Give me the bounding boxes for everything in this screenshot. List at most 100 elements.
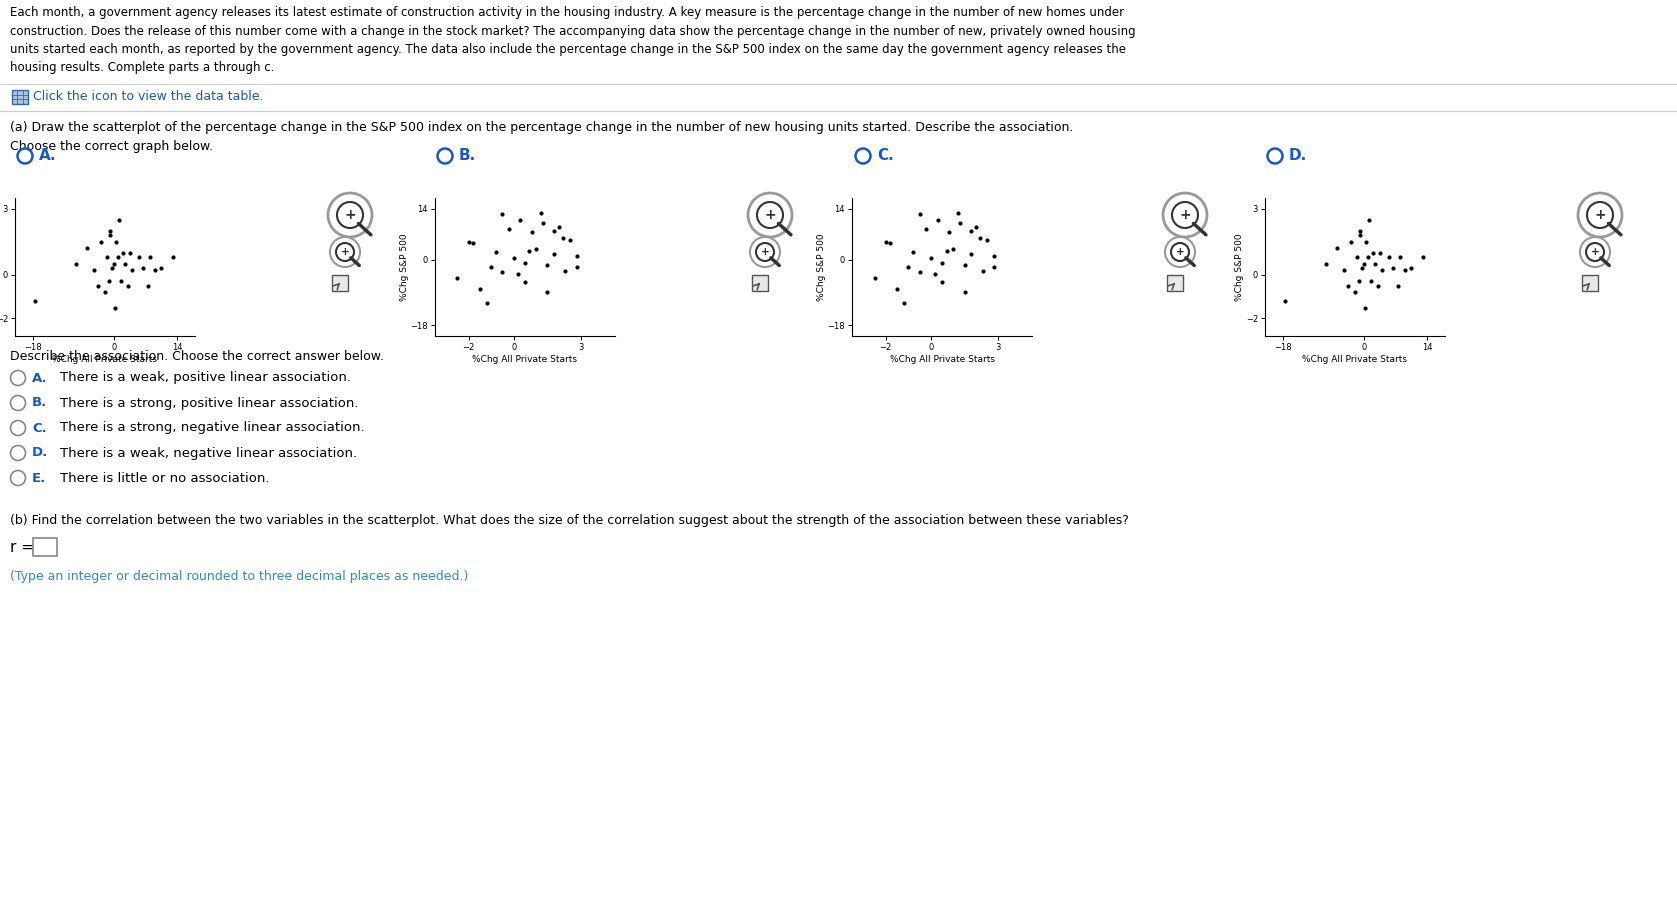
Point [104, 250, 131, 264]
Point [87, 235, 114, 250]
Point [74, 241, 101, 256]
Circle shape [855, 148, 870, 164]
Circle shape [329, 193, 372, 237]
Point [542, 223, 569, 238]
Point [944, 206, 971, 220]
Circle shape [438, 148, 453, 164]
Point [1375, 250, 1402, 264]
Circle shape [1164, 193, 1207, 237]
Text: A.: A. [39, 148, 57, 164]
Point [97, 228, 124, 242]
Text: There is a strong, negative linear association.: There is a strong, negative linear assoc… [60, 421, 364, 434]
X-axis label: %Chg All Private Starts: %Chg All Private Starts [889, 355, 994, 364]
Point [929, 274, 956, 289]
Circle shape [1166, 237, 1196, 267]
Text: +: + [1595, 208, 1607, 222]
FancyBboxPatch shape [1167, 275, 1182, 291]
Point [1352, 300, 1378, 314]
Point [552, 263, 579, 278]
Text: Click the icon to view the data table.: Click the icon to view the data table. [34, 90, 263, 102]
Point [1348, 260, 1375, 275]
Text: E.: E. [32, 472, 47, 484]
Point [872, 234, 899, 249]
Point [1357, 213, 1384, 228]
Point [890, 296, 917, 311]
Point [473, 296, 500, 311]
Point [542, 247, 569, 261]
Point [518, 225, 545, 239]
Text: (a) Draw the scatterplot of the percentage change in the S&P 500 index on the pe: (a) Draw the scatterplot of the percenta… [10, 121, 1073, 153]
Point [958, 247, 984, 261]
Point [1360, 246, 1387, 260]
Text: There is a weak, negative linear association.: There is a weak, negative linear associa… [60, 447, 357, 460]
Text: Each month, a government agency releases its latest estimate of construction act: Each month, a government agency releases… [10, 6, 1135, 75]
Point [963, 219, 989, 234]
Point [981, 260, 1008, 274]
Point [1343, 250, 1370, 264]
Point [936, 225, 963, 239]
Point [1342, 285, 1368, 300]
Point [946, 216, 973, 230]
Circle shape [1578, 193, 1622, 237]
Point [1353, 235, 1380, 250]
Point [62, 257, 89, 271]
X-axis label: %Chg All Private Starts: %Chg All Private Starts [52, 355, 158, 364]
Text: +: + [1179, 208, 1191, 222]
Point [1357, 274, 1384, 289]
Point [107, 274, 134, 289]
Point [506, 212, 533, 227]
Point [860, 271, 887, 285]
Text: (b) Find the correlation between the two variables in the scatterplot. What does: (b) Find the correlation between the two… [10, 514, 1129, 527]
Point [148, 260, 174, 275]
Text: +: + [1176, 247, 1184, 257]
Point [102, 235, 129, 250]
Point [109, 246, 136, 260]
Text: B.: B. [32, 397, 47, 409]
Circle shape [10, 445, 25, 461]
Circle shape [1171, 243, 1189, 261]
Point [550, 230, 577, 245]
Point [884, 282, 911, 296]
Point [459, 236, 486, 250]
Point [563, 249, 590, 263]
Circle shape [330, 237, 361, 267]
Circle shape [748, 193, 792, 237]
Point [1335, 278, 1362, 292]
Point [126, 250, 153, 264]
Point [563, 260, 590, 274]
Point [557, 232, 584, 247]
Point [116, 246, 143, 260]
Point [444, 271, 471, 285]
Y-axis label: %Chg S&P 500: %Chg S&P 500 [401, 233, 409, 301]
Point [523, 241, 550, 256]
Point [102, 300, 129, 314]
Point [924, 212, 951, 227]
Text: B.: B. [459, 148, 476, 164]
Point [136, 250, 163, 264]
Point [929, 256, 956, 271]
Point [106, 213, 132, 228]
Point [119, 263, 146, 278]
Point [1271, 293, 1298, 308]
Point [912, 221, 939, 236]
Point [1387, 250, 1414, 264]
X-axis label: %Chg All Private Starts: %Chg All Private Starts [473, 355, 577, 364]
Text: r =: r = [10, 539, 34, 555]
Text: D.: D. [1290, 148, 1308, 164]
Point [932, 243, 959, 258]
Point [490, 207, 517, 222]
Circle shape [1172, 202, 1197, 228]
Point [969, 263, 996, 278]
Circle shape [756, 243, 775, 261]
Circle shape [10, 370, 25, 386]
Point [94, 250, 121, 264]
Point [114, 278, 141, 292]
Text: A.: A. [32, 371, 47, 385]
Text: There is little or no association.: There is little or no association. [60, 472, 270, 484]
Bar [34, 538, 57, 556]
Y-axis label: %Chg S&P 500: %Chg S&P 500 [817, 233, 827, 301]
Point [533, 285, 560, 300]
Point [1323, 241, 1350, 256]
Circle shape [17, 148, 32, 164]
X-axis label: %Chg All Private Starts: %Chg All Private Starts [1303, 355, 1407, 364]
